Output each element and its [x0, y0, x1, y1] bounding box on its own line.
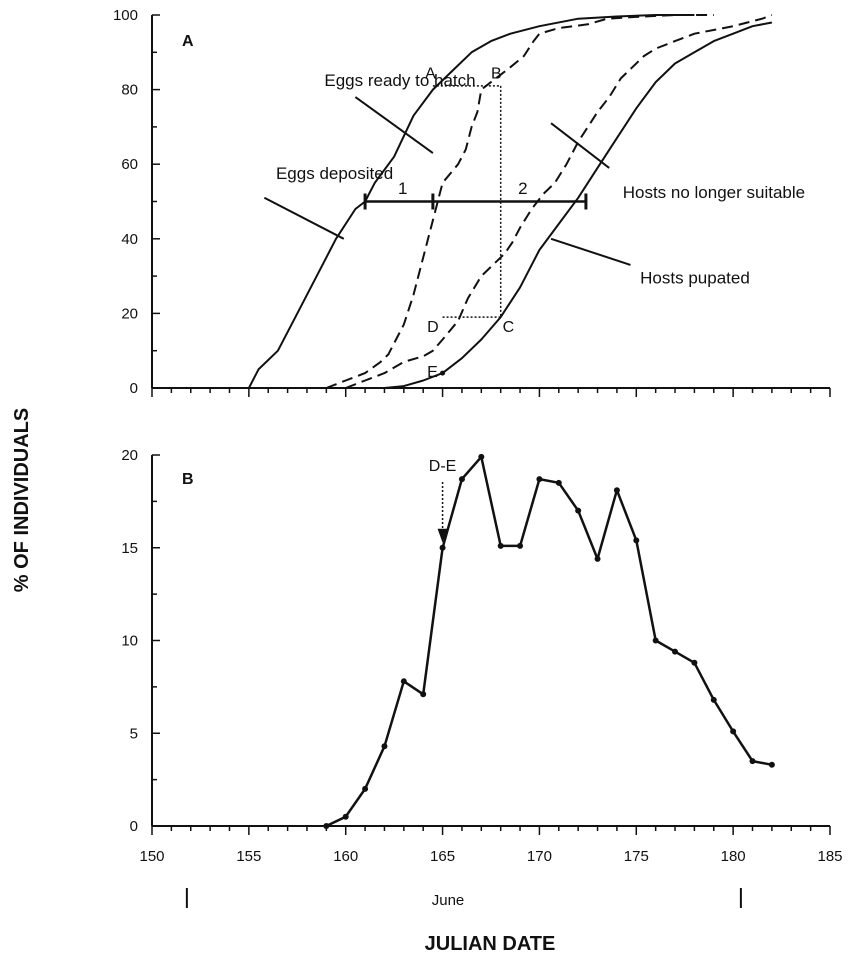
- data-point: [420, 691, 427, 698]
- panel-b-x-tick-label: 185: [817, 848, 842, 865]
- month-bracket: [185, 888, 742, 908]
- series-eggs-ready-to-hatch: [325, 14, 714, 389]
- data-point: [594, 555, 601, 562]
- data-point: [497, 542, 504, 549]
- annotation-leader-line: [550, 237, 631, 266]
- data-point: [555, 479, 562, 486]
- series-eggs-deposited: [248, 14, 695, 389]
- annotation-hosts-no-longer-suitable: Hosts no longer suitable: [623, 183, 805, 202]
- point-label-a: A: [425, 65, 436, 82]
- panel-a-y-tick-label: 40: [121, 231, 138, 248]
- panel-b-x-tick-label: 175: [624, 848, 649, 865]
- data-point: [381, 743, 388, 750]
- point-label-e: E: [427, 364, 438, 381]
- panel-a: 0 20 40 60 80 100 Eggs deposited Eggs ready to …: [113, 7, 831, 397]
- data-point: [768, 761, 775, 768]
- data-point: [672, 648, 679, 655]
- annotation-eggs-ready-to-hatch: Eggs ready to hatch: [324, 71, 475, 90]
- data-point: [517, 542, 524, 549]
- data-point: [536, 476, 543, 483]
- panel-b-y-tick-label: 15: [121, 540, 138, 557]
- data-point: [342, 813, 349, 820]
- point-label-d: D: [427, 319, 439, 336]
- panel-b-y-tick-label: 5: [130, 725, 138, 742]
- panel-b-x-tick-label: 150: [139, 848, 164, 865]
- data-point: [749, 758, 756, 765]
- annotation-eggs-deposited: Eggs deposited: [276, 164, 393, 183]
- series-hosts-no-longer-suitable: [345, 14, 773, 389]
- data-point: [710, 696, 717, 703]
- panel-b-x-tick-label: 170: [527, 848, 552, 865]
- data-point: [652, 637, 659, 644]
- data-point: [323, 823, 330, 829]
- panel-b: 0 5 10 15 20 150 155 160 165 170 175 180 185 D-E: [121, 447, 842, 865]
- point-label-b: B: [491, 65, 502, 82]
- panel-b-y-tick-label: 10: [121, 633, 138, 650]
- panel-b-x-tick-label: 180: [721, 848, 746, 865]
- data-point: [691, 659, 698, 666]
- annotation-leader-line: [354, 96, 434, 154]
- annotation-leader-line: [263, 196, 345, 240]
- annotation-leader-line: [550, 122, 610, 169]
- annotation-arrow-head: [437, 528, 448, 543]
- panel-b-label: B: [182, 471, 194, 488]
- data-point: [730, 728, 737, 735]
- panel-b-x-tick-label: 155: [236, 848, 261, 865]
- panel-b-y-tick-label: 20: [121, 447, 138, 464]
- data-point: [575, 507, 582, 514]
- series-hosts-pupated: [384, 21, 773, 389]
- data-point: [400, 678, 407, 685]
- panel-a-y-tick-label: 0: [130, 380, 138, 397]
- panel-a-y-tick-label: 60: [121, 156, 138, 173]
- point-e-marker: [440, 370, 446, 376]
- annotation-2: 2: [518, 179, 527, 198]
- point-label-c: C: [503, 319, 515, 336]
- annotation-hosts-pupated: Hosts pupated: [640, 269, 750, 288]
- panel-a-label: A: [182, 33, 194, 50]
- data-point: [362, 785, 369, 792]
- y-axis-title: % OF INDIVIDUALS: [11, 408, 33, 592]
- annotation-d-e: D-E: [429, 458, 457, 475]
- annotation-1: 1: [398, 179, 407, 198]
- series-daily-line: [325, 455, 773, 828]
- data-point: [458, 476, 465, 483]
- panel-b-x-tick-label: 165: [430, 848, 455, 865]
- panel-a-y-tick-label: 80: [121, 82, 138, 99]
- panel-a-y-tick-label: 20: [121, 305, 138, 322]
- panel-b-y-tick-label: 0: [130, 818, 138, 835]
- data-point: [439, 544, 446, 551]
- data-point: [478, 453, 485, 460]
- panel-a-y-tick-label: 100: [113, 7, 138, 24]
- panel-b-x-tick-label: 160: [333, 848, 358, 865]
- data-point: [613, 487, 620, 494]
- month-label: June: [432, 892, 465, 909]
- x-axis-title: JULIAN DATE: [425, 933, 556, 955]
- data-point: [633, 537, 640, 544]
